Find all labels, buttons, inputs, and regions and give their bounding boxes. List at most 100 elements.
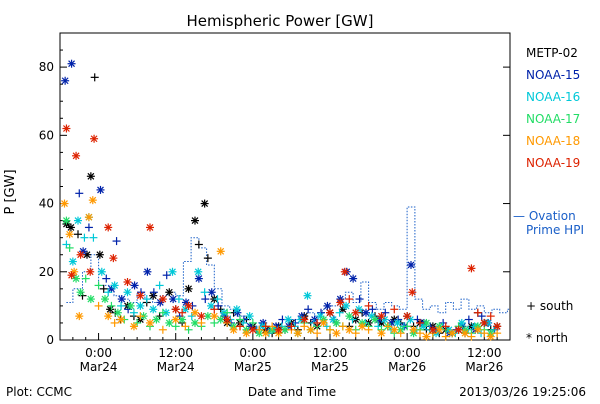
- data-point-noaa-18-north: [65, 230, 74, 239]
- data-point-noaa-19-north: [109, 254, 118, 263]
- legend: METP-02 NOAA-15 NOAA-16 NOAA-17 NOAA-18 NOAA-…: [513, 46, 584, 237]
- data-point-noaa-17-north: [152, 315, 161, 324]
- x-tick-time-label: 0:00: [394, 346, 421, 360]
- data-point-metp-02-north: [191, 216, 199, 225]
- data-point-noaa-19-south: [390, 305, 399, 314]
- data-point-noaa-19-north: [493, 322, 502, 331]
- data-point-noaa-18-north: [422, 332, 431, 341]
- data-point-noaa-18-north: [473, 325, 482, 334]
- data-point-noaa-18-north: [216, 247, 225, 256]
- data-point-noaa-15-north: [67, 59, 76, 68]
- data-point-noaa-19-north: [146, 223, 154, 232]
- data-point-noaa-16-north: [97, 267, 106, 276]
- data-point-noaa-16-south: [174, 295, 183, 304]
- data-point-noaa-19-north: [336, 298, 345, 307]
- data-point-noaa-18-north: [191, 308, 199, 317]
- data-point-noaa-19-north: [300, 315, 309, 324]
- data-point-noaa-18-south: [416, 329, 424, 338]
- plot-timestamp: 2013/03/26 19:25:06: [459, 385, 586, 399]
- y-axis: 0 20 40 60 80: [39, 32, 510, 347]
- y-tick-label: 40: [39, 197, 54, 211]
- data-point-noaa-17-north: [62, 216, 71, 225]
- x-tick-time-label: 0:00: [239, 346, 266, 360]
- y-tick-label: 0: [46, 333, 54, 347]
- data-point-noaa-17-north: [76, 288, 85, 297]
- data-point-noaa-19-north: [62, 124, 71, 133]
- data-point-noaa-19-south: [473, 308, 482, 317]
- x-tick-date-label: Mar26: [388, 360, 426, 374]
- data-point-noaa-17-north: [345, 312, 354, 321]
- data-point-noaa-19-north: [171, 305, 180, 314]
- data-point-noaa-18-north: [377, 329, 386, 338]
- data-point-noaa-15-south: [291, 318, 300, 327]
- legend-item: NOAA-19: [526, 156, 580, 170]
- data-point-noaa-16-north: [194, 267, 203, 276]
- data-point-noaa-16-south: [200, 288, 209, 297]
- data-point-noaa-16-south: [335, 308, 344, 317]
- data-point-noaa-15-south: [381, 308, 390, 317]
- data-point-noaa-19-north: [408, 288, 417, 297]
- data-point-noaa-18-south: [396, 329, 405, 338]
- data-point-metp-02-south: [78, 291, 87, 300]
- data-point-noaa-18-south: [364, 325, 373, 334]
- data-point-noaa-18-north: [486, 332, 495, 341]
- data-point-noaa-18-south: [338, 322, 347, 331]
- y-tick-label: 80: [39, 60, 54, 74]
- legend-item-ovation-line2: Prime HPI: [526, 223, 584, 237]
- data-point-metp-02-north: [184, 284, 193, 293]
- x-tick-date-label: Mar24: [157, 360, 195, 374]
- data-point-noaa-19-north: [158, 295, 167, 304]
- data-point-noaa-18-south: [300, 322, 309, 331]
- y-axis-label: P [GW]: [3, 169, 18, 214]
- data-point-noaa-17-south: [94, 281, 103, 290]
- x-tick-time-label: 12:00: [158, 346, 193, 360]
- data-point-noaa-16-north: [149, 305, 158, 314]
- data-point-metp-02-south: [203, 254, 212, 263]
- data-point-noaa-19-north: [248, 325, 257, 334]
- data-point-noaa-18-north: [448, 329, 457, 338]
- data-point-noaa-19-south: [178, 308, 187, 317]
- data-point-noaa-19-north: [467, 264, 476, 273]
- data-point-noaa-18-north: [104, 312, 113, 321]
- data-point-noaa-18-north: [319, 318, 328, 327]
- data-point-noaa-17-south: [236, 315, 244, 324]
- data-point-noaa-19-north: [197, 312, 206, 321]
- data-point-noaa-16-north: [393, 318, 402, 327]
- data-point-noaa-19-north: [480, 318, 489, 327]
- data-point-noaa-18-south: [383, 322, 392, 331]
- data-point-noaa-19-north: [351, 308, 360, 317]
- data-point-noaa-19-south: [364, 301, 373, 310]
- data-point-noaa-15-south: [214, 301, 223, 310]
- data-point-metp-02-north: [149, 291, 158, 300]
- data-point-noaa-18-north: [242, 329, 251, 338]
- data-point-noaa-19-south: [210, 305, 219, 314]
- ovation-hpi-series: [66, 206, 510, 331]
- data-point-noaa-19-north: [326, 308, 334, 317]
- data-point-noaa-19-north: [86, 267, 95, 276]
- data-point-noaa-19-south: [486, 312, 495, 321]
- data-point-noaa-17-south: [65, 243, 74, 252]
- legend-item-ovation: — Ovation: [513, 209, 576, 223]
- symbol-key-north: * north: [526, 331, 568, 345]
- data-point-noaa-17-south: [81, 274, 90, 283]
- data-point-noaa-18-north: [84, 213, 93, 222]
- data-point-noaa-19-north: [403, 312, 412, 321]
- data-point-noaa-18-south: [480, 329, 489, 338]
- data-point-noaa-18-north: [306, 325, 315, 334]
- data-point-noaa-18-north: [75, 312, 84, 321]
- data-point-noaa-15-north: [96, 185, 105, 194]
- data-point-noaa-15-south: [477, 312, 486, 321]
- data-point-noaa-18-north: [210, 312, 219, 321]
- data-point-noaa-15-north: [61, 76, 70, 85]
- data-point-noaa-15-north: [362, 308, 370, 317]
- data-point-noaa-15-north: [323, 301, 332, 310]
- data-point-noaa-17-north: [165, 318, 174, 327]
- data-point-noaa-18-south: [158, 325, 167, 334]
- data-point-noaa-18-south: [197, 318, 206, 327]
- data-point-noaa-15-south: [102, 274, 111, 283]
- data-point-noaa-18-north: [461, 329, 469, 338]
- data-point-noaa-19-north: [184, 301, 193, 310]
- data-point-noaa-15-north: [194, 274, 203, 283]
- data-point-noaa-17-north: [113, 308, 122, 317]
- data-point-noaa-15-north: [349, 274, 358, 283]
